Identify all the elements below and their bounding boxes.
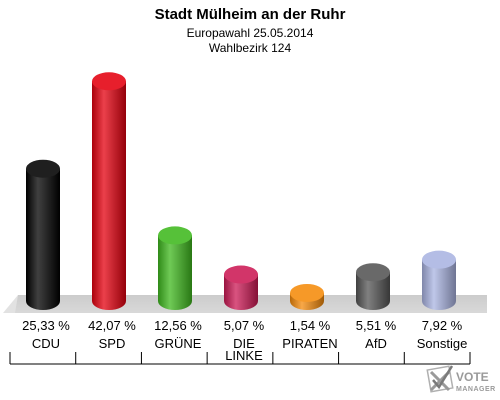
- vote-manager-logo: VOTE MANAGER: [426, 365, 496, 393]
- chart-title: Stadt Mülheim an der Ruhr: [155, 6, 346, 23]
- bar-top: [224, 265, 258, 284]
- logo-text-vote: VOTE: [456, 370, 489, 384]
- bar-body: [26, 168, 60, 310]
- bar-top: [356, 263, 390, 282]
- bar-top: [26, 159, 60, 178]
- category-label: PIRATEN: [282, 336, 337, 351]
- category-label: AfD: [365, 336, 387, 351]
- bar-body: [92, 81, 126, 310]
- category-label: SPD: [99, 336, 126, 351]
- category-label: GRÜNE: [155, 336, 202, 351]
- bar-series: [26, 72, 456, 310]
- bar-piraten: [290, 283, 324, 310]
- bar-cdu: [26, 159, 60, 310]
- value-label: 5,51 %: [356, 318, 397, 333]
- bar-body: [158, 235, 192, 310]
- value-label: 12,56 %: [154, 318, 202, 333]
- bar-grüne: [158, 226, 192, 310]
- bar-top: [290, 283, 324, 302]
- bar-body: [422, 259, 456, 310]
- checkmark-x-icon: [426, 365, 454, 393]
- bar-afd: [356, 263, 390, 310]
- value-label: 42,07 %: [88, 318, 136, 333]
- category-label: Sonstige: [417, 336, 468, 351]
- logo-text-manager: MANAGER: [456, 386, 496, 393]
- category-label: CDU: [32, 336, 60, 351]
- bar-body: [356, 272, 390, 310]
- value-label: 1,54 %: [290, 318, 331, 333]
- category-label: LINKE: [225, 348, 263, 363]
- bar-sonstige: [422, 250, 456, 310]
- value-label: 5,07 %: [224, 318, 265, 333]
- category-label: DIE: [233, 336, 255, 351]
- bar-die-linke: [224, 265, 258, 310]
- bar-top: [158, 226, 192, 245]
- value-label: 25,33 %: [22, 318, 70, 333]
- bar-top: [422, 250, 456, 269]
- bar-body: [224, 274, 258, 310]
- chart-subtitle-election: Europawahl 25.05.2014: [187, 26, 314, 40]
- bar-top: [92, 72, 126, 91]
- bar-spd: [92, 72, 126, 310]
- category-bracket: [9, 352, 471, 365]
- value-labels: 25,33 % 42,07 % 12,56 % 5,07 % 1,54 % 5,51 % 7…: [22, 318, 463, 333]
- chart-subtitle-district: Wahlbezirk 124: [209, 41, 292, 55]
- value-label: 7,92 %: [422, 318, 463, 333]
